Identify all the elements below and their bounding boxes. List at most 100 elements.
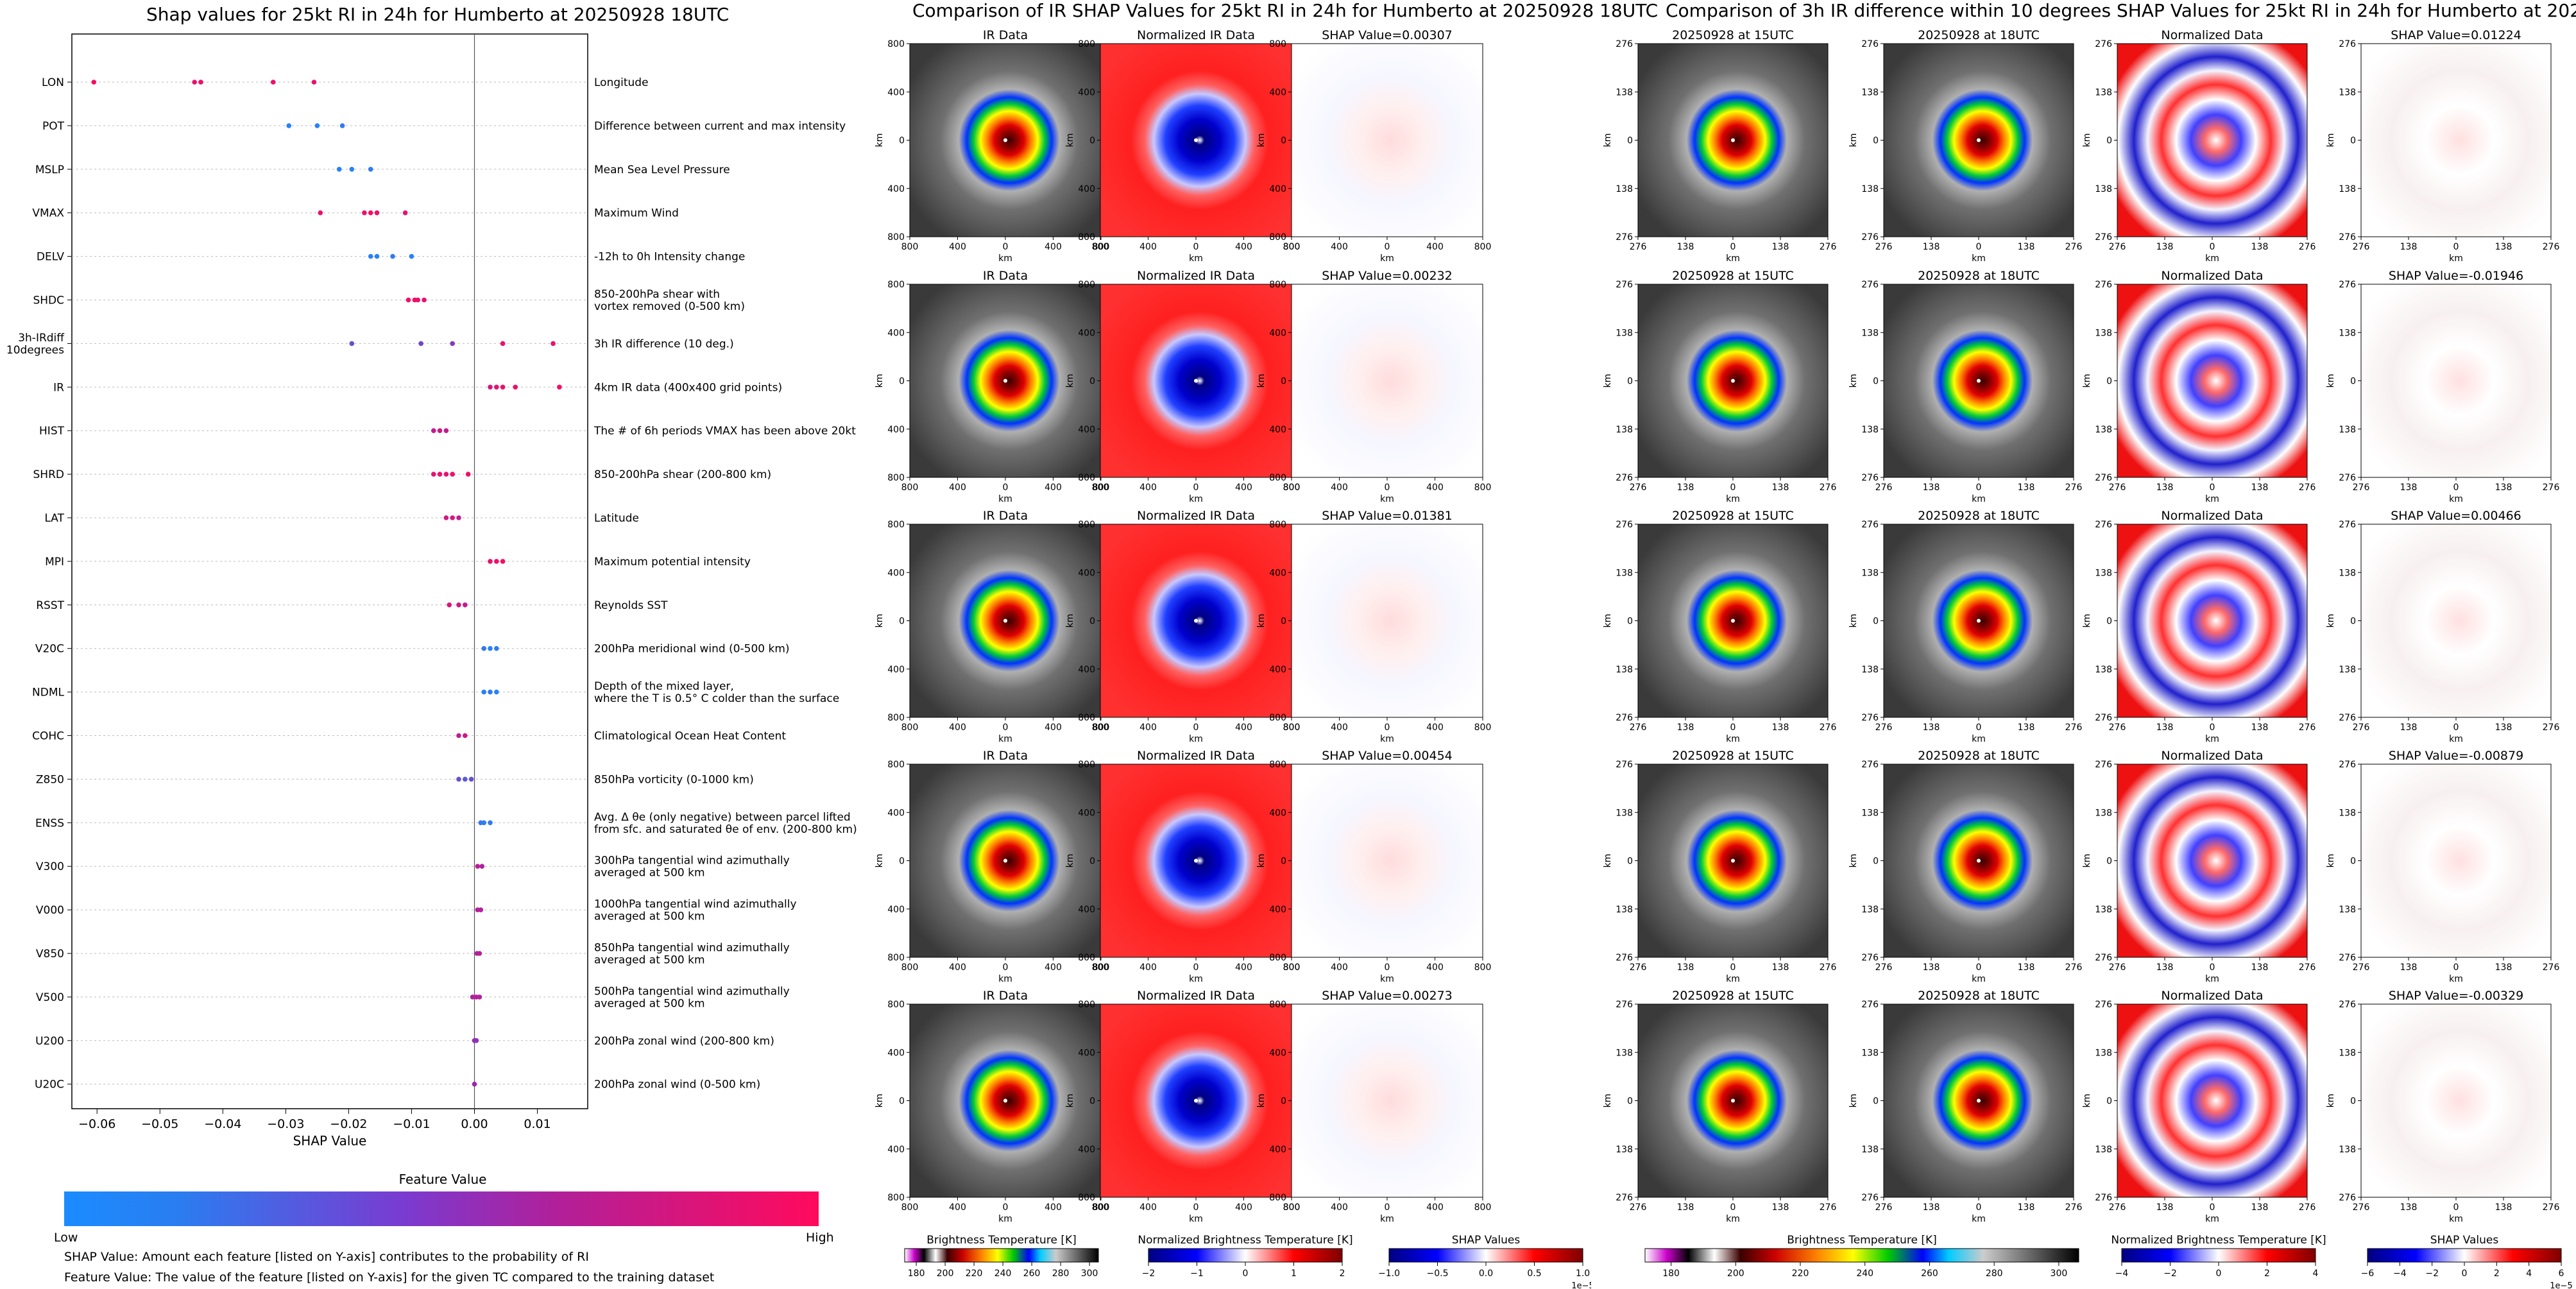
shap-point [488,559,493,564]
xtick-label: 800 [1092,482,1109,493]
shap-point [91,80,97,85]
ytick-label: 276 [2095,39,2112,49]
image-panel [1291,764,1483,958]
feature-description-label: 4km IR data (400x400 grid points) [594,381,782,394]
ytick-label: 138 [2339,184,2356,194]
feature-name-label: 3h-IRdiff [18,332,65,345]
panel-title: 20250928 at 18UTC [1918,28,2040,42]
ytick-label: 800 [1078,39,1095,49]
xtick-label: 0 [2453,962,2459,973]
colorbar [2367,1248,2562,1263]
ytick-label: 400 [887,425,905,435]
xtick-label: 800 [1093,1202,1110,1213]
xtick-label: 138 [1923,1202,1940,1213]
ytick-label: 138 [1861,808,1879,818]
shap-point [550,341,556,346]
shap-point [479,864,485,869]
panel-title: SHAP Value=-0.01946 [2389,269,2523,283]
ytick-label: 400 [1078,1048,1095,1058]
x-axis-label: km [1189,253,1203,264]
xtick-label: 138 [1923,962,1940,973]
xtick-label: 276 [2109,482,2126,493]
x-axis-label: km [1189,1214,1203,1224]
image-panel [2117,43,2308,237]
x-axis-label: km [2205,253,2219,264]
feature-description-label: 3h IR difference (10 deg.) [594,337,734,350]
shap-point [478,907,484,912]
ytick-label: 400 [1078,328,1095,338]
xtick-label: 400 [1426,1202,1444,1213]
y-axis-label: km [1603,854,1613,868]
ytick-label: 0 [1627,377,1633,387]
feature-name-label: V000 [36,904,64,917]
colorbar-tick-label: 300 [2051,1268,2068,1279]
xtick-label: 276 [2353,722,2370,733]
ytick-label: 276 [2339,1193,2356,1203]
xtick-label: 800 [1092,242,1109,252]
colorbar-exponent: 1e−5 [1571,1281,1591,1289]
colorbar-tick-label: 0.0 [1479,1268,1493,1279]
colorbar-tick-label: 6 [2559,1268,2564,1279]
shap-point [465,472,471,477]
feature-name-label: 10degrees [6,344,64,357]
panel-title: 20250928 at 15UTC [1672,269,1794,283]
xtick-label: 138 [1677,242,1694,252]
xtick-label: 800 [1283,1202,1301,1213]
xtick-label: 138 [1772,242,1789,252]
ytick-label: 0 [899,1097,905,1107]
ytick-label: 800 [887,473,905,483]
colorbar-label: Brightness Temperature [K] [1787,1234,1936,1247]
ytick-label: 138 [1861,905,1879,915]
colorbar-tick-label: 220 [1792,1268,1809,1279]
xtick-label: 138 [1923,242,1940,252]
left-chart-title: Shap values for 25kt RI in 24h for Humbe… [146,4,729,25]
xtick-label: 276 [2109,242,2126,252]
xtick-label: 276 [2065,962,2083,973]
xtick-label: 138 [2018,722,2035,733]
y-axis-label: km [1848,1094,1859,1108]
ytick-label: 0 [1627,857,1633,867]
y-axis-label: km [2326,374,2336,388]
storm-center-marker [1003,1098,1007,1103]
panel-title: Normalized IR Data [1137,28,1255,42]
xtick-label: 138 [2018,1202,2035,1213]
ytick-label: 276 [1861,713,1879,723]
y-axis-label: km [1256,854,1267,868]
storm-center-marker [1731,858,1735,863]
xtick-label: 276 [2299,482,2316,493]
colorbar-tick-label: −2 [1142,1268,1156,1279]
ytick-label: 0 [899,136,905,146]
ytick-label: 800 [1269,1193,1286,1203]
colorbar-label: Normalized Brightness Temperature [K] [1138,1234,1352,1247]
x-axis-label: km [2449,974,2463,984]
xtick-label: 138 [2400,482,2418,493]
ytick-label: 276 [2339,520,2356,530]
ytick-label: 138 [1861,184,1879,194]
ytick-label: 400 [887,328,905,338]
xtick-label: 276 [1875,962,1893,973]
ytick-label: 800 [887,1193,905,1203]
feature-name-label: SHDC [33,295,64,307]
xtick-label: 276 [1630,722,1647,733]
xtick-label: 276 [1820,242,1837,252]
xtick-label: −0.04 [204,1117,241,1131]
xtick-label: 0 [2210,1202,2215,1213]
xtick-label: 0 [1730,482,1736,493]
ytick-label: 0 [1873,857,1879,867]
ytick-label: 138 [2339,425,2356,435]
ytick-label: 800 [1269,953,1286,963]
xtick-label: −0.03 [267,1117,304,1131]
colorbar-tick-label: 220 [966,1268,983,1279]
shap-point [286,123,292,128]
xtick-label: 400 [949,242,966,252]
xtick-label: 0 [2453,722,2459,733]
ytick-label: 0 [2106,857,2112,867]
xtick-label: 800 [1283,482,1301,493]
shap-point [431,428,436,433]
ytick-label: 400 [887,1145,905,1155]
ytick-label: 276 [2339,232,2356,243]
xtick-label: 138 [2495,1202,2512,1213]
xtick-label: 400 [1139,962,1157,973]
xtick-label: 138 [2495,962,2512,973]
ytick-label: 276 [1861,760,1879,770]
